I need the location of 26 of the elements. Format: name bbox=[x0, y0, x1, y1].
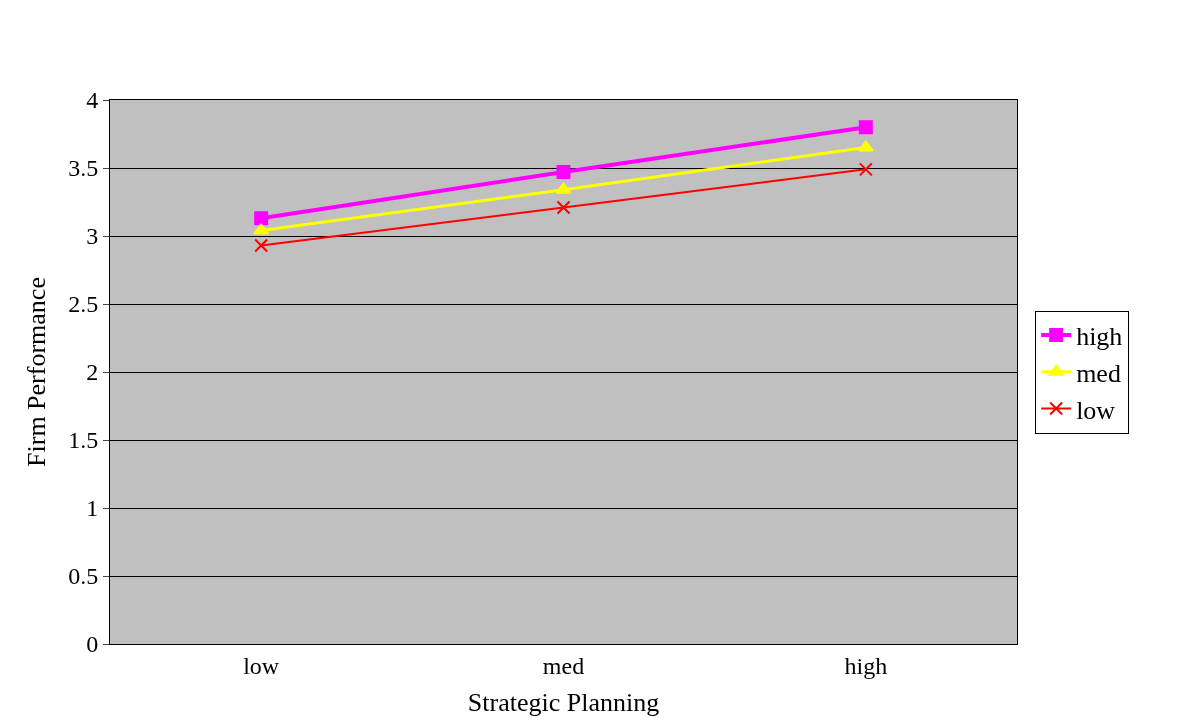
point bbox=[556, 165, 571, 180]
point bbox=[858, 120, 873, 135]
y-axis-title: Firm Performance bbox=[21, 277, 51, 467]
point bbox=[254, 211, 269, 226]
y-tick-label: 2.5 bbox=[68, 291, 99, 318]
legend-label: med bbox=[1076, 358, 1121, 388]
point bbox=[253, 223, 270, 235]
point bbox=[254, 238, 269, 253]
point bbox=[858, 162, 873, 177]
x-tick-label: low bbox=[243, 652, 280, 679]
y-tick-label: 4 bbox=[86, 87, 99, 114]
legend-label: low bbox=[1076, 395, 1116, 425]
y-tick-label: 0.5 bbox=[68, 563, 99, 590]
y-tick-label: 1 bbox=[86, 495, 99, 522]
y-tick-label: 2 bbox=[86, 359, 99, 386]
point bbox=[857, 140, 874, 152]
y-tick-label: 3 bbox=[86, 223, 99, 250]
x-tick-label: high bbox=[844, 652, 888, 679]
y-tick-label: 1.5 bbox=[68, 427, 99, 454]
x-tick-label: med bbox=[542, 652, 585, 679]
y-tick-label: 0 bbox=[86, 631, 99, 658]
x-axis-title: Strategic Planning bbox=[467, 688, 660, 718]
point bbox=[556, 200, 571, 215]
legend-label: high bbox=[1076, 322, 1123, 352]
y-tick-label: 3.5 bbox=[68, 155, 99, 182]
point bbox=[555, 182, 572, 194]
